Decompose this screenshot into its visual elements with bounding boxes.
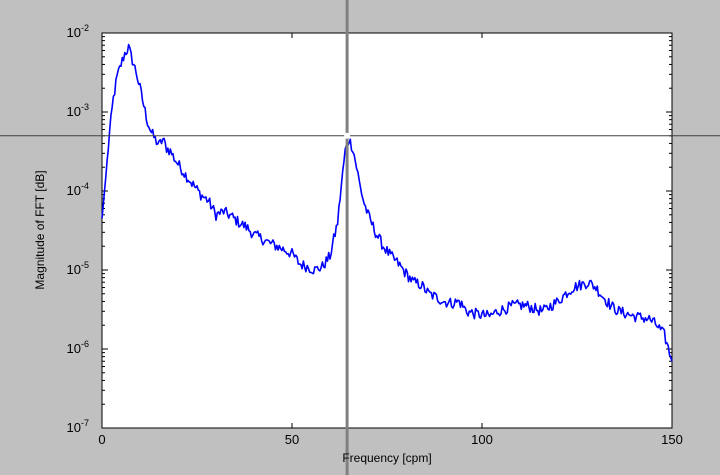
x-axis-ticks: 0 50 100 150 (98, 33, 683, 447)
y-axis-label: Magnitude of FFT [dB] (33, 170, 47, 289)
y-tick-base: 10 (67, 25, 81, 40)
y-tick-label: 10-3 (67, 102, 89, 119)
y-tick-exponent: -4 (81, 181, 89, 191)
x-tick-label: 0 (98, 432, 105, 447)
x-axis-label: Frequency [cpm] (342, 451, 431, 465)
series-group (101, 43, 673, 362)
y-tick-label: 10-7 (67, 418, 89, 435)
y-tick-exponent: -5 (81, 260, 89, 270)
y-tick-base: 10 (67, 420, 81, 435)
fft-series-line (101, 43, 673, 362)
y-tick-label: 10-6 (67, 339, 89, 356)
plot-area (101, 32, 673, 429)
crosshair-center-marker (344, 132, 351, 139)
y-tick-base: 10 (67, 183, 81, 198)
y-tick-exponent: -2 (81, 23, 89, 33)
x-tick-label: 50 (285, 432, 299, 447)
y-tick-label: 10-4 (67, 181, 89, 198)
y-tick-base: 10 (67, 262, 81, 277)
y-tick-exponent: -7 (81, 418, 89, 428)
y-tick-exponent: -6 (81, 339, 89, 349)
y-tick-label: 10-2 (67, 23, 89, 40)
x-tick-label: 100 (471, 432, 493, 447)
y-tick-base: 10 (67, 341, 81, 356)
y-tick-exponent: -3 (81, 102, 89, 112)
x-tick-label: 150 (661, 432, 683, 447)
y-axis-ticks: 10-710-610-510-410-310-2 (67, 23, 672, 435)
y-tick-base: 10 (67, 104, 81, 119)
y-tick-label: 10-5 (67, 260, 89, 277)
